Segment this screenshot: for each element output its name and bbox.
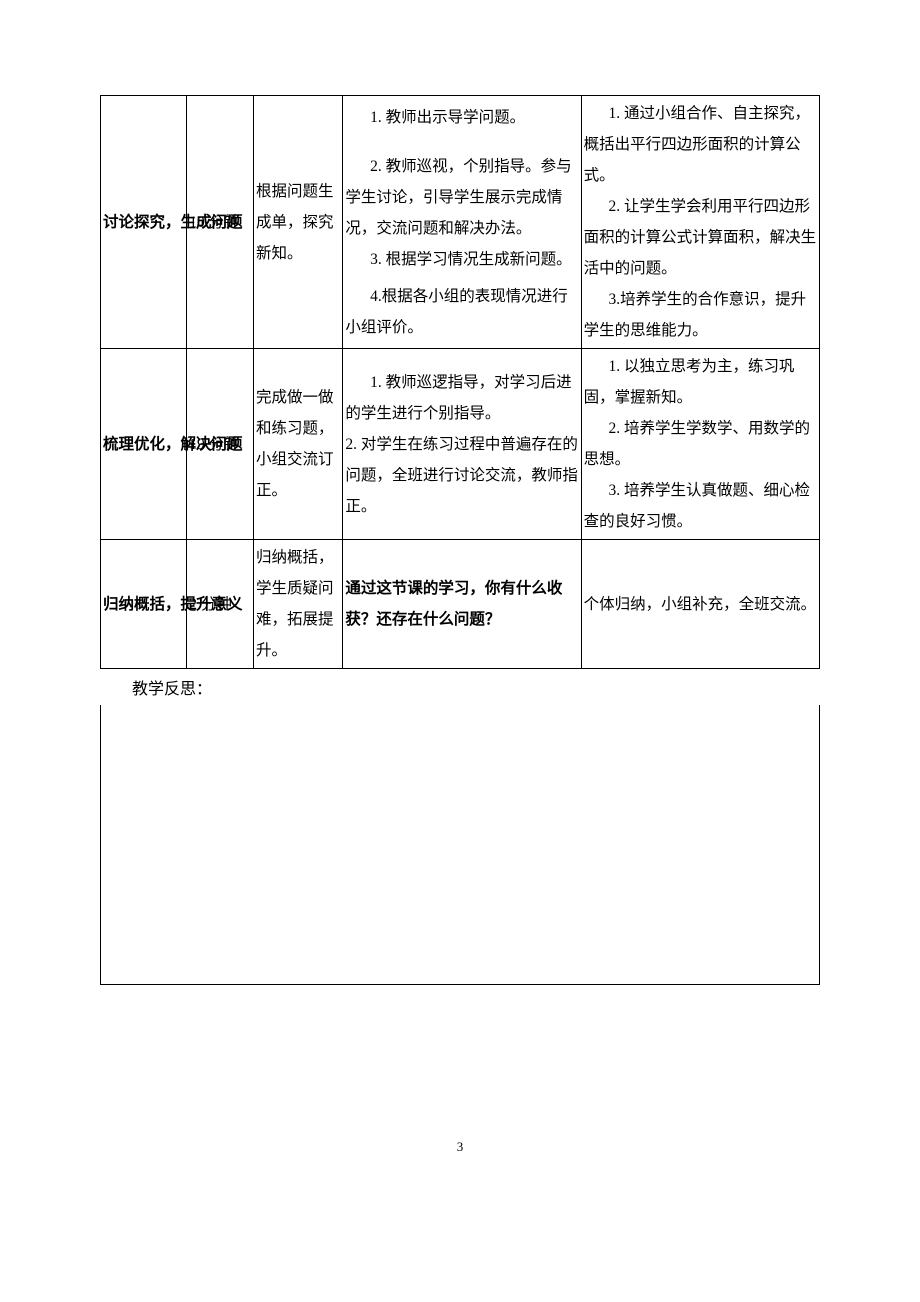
student-activity-cell: 完成做一做和练习题，小组交流订正。 — [254, 349, 343, 540]
teacher-item: 2. 对学生在练习过程中普遍存在的问题，全班进行讨论交流，教师指正。 — [345, 429, 578, 522]
student-activity-cell: 归纳概括，学生质疑问难，拓展提升。 — [254, 540, 343, 669]
table-row: 梳理优化，解决问题 19 分钟 完成做一做和练习题，小组交流订正。 1. 教师巡… — [101, 349, 820, 540]
student-activity-text: 完成做一做和练习题，小组交流订正。 — [256, 389, 334, 499]
lesson-plan-table: 讨论探究，生成问题 10 分钟 根据问题生成单，探究新知。 1. 教师出示导学问… — [100, 95, 820, 669]
goal-item: 3.培养学生的合作意识，提升学生的思维能力。 — [584, 284, 817, 346]
stage-cell: 归纳概括，提升意义 — [101, 540, 187, 669]
stage-cell: 讨论探究，生成问题 — [101, 96, 187, 349]
stage-cell: 梳理优化，解决问题 — [101, 349, 187, 540]
goal-cell: 1. 以独立思考为主，练习巩固，掌握新知。 2. 培养学生学数学、用数学的思想。… — [581, 349, 819, 540]
time-text: 10 分钟 — [189, 214, 239, 231]
goal-item: 2. 培养学生学数学、用数学的思想。 — [584, 413, 817, 475]
time-cell: 19 分钟 — [187, 349, 254, 540]
teacher-activity-cell: 1. 教师巡逻指导，对学习后进的学生进行个别指导。 2. 对学生在练习过程中普遍… — [343, 349, 581, 540]
time-cell: 10 分钟 — [187, 96, 254, 349]
student-activity-cell: 根据问题生成单，探究新知。 — [254, 96, 343, 349]
teacher-bold-text: 通过这节课的学习，你有什么收获？还存在什么问题？ — [345, 580, 562, 628]
goal-item: 2. 让学生学会利用平行四边形面积的计算公式计算面积，解决生活中的问题。 — [584, 191, 817, 284]
goal-item: 3. 培养学生认真做题、细心检查的良好习惯。 — [584, 475, 817, 537]
table-row: 归纳概括，提升意义 2 分钟 归纳概括，学生质疑问难，拓展提升。 通过这节课的学… — [101, 540, 820, 669]
time-text: 2 分钟 — [189, 596, 232, 613]
teacher-item: 3. 根据学习情况生成新问题。 — [345, 244, 578, 275]
reflection-label: 教学反思： — [100, 669, 820, 705]
goal-item: 1. 通过小组合作、自主探究，概括出平行四边形面积的计算公式。 — [584, 98, 817, 191]
goal-cell: 个体归纳，小组补充，全班交流。 — [581, 540, 819, 669]
teacher-activity-cell: 通过这节课的学习，你有什么收获？还存在什么问题？ — [343, 540, 581, 669]
teacher-item: 1. 教师出示导学问题。 — [345, 102, 578, 133]
goal-item: 1. 以独立思考为主，练习巩固，掌握新知。 — [584, 351, 817, 413]
teacher-activity-cell: 1. 教师出示导学问题。 2. 教师巡视，个别指导。参与学生讨论，引导学生展示完… — [343, 96, 581, 349]
time-text: 19 分钟 — [189, 436, 239, 453]
teacher-item: 2. 教师巡视，个别指导。参与学生讨论，引导学生展示完成情况，交流问题和解决办法… — [345, 151, 578, 244]
student-activity-text: 根据问题生成单，探究新知。 — [256, 183, 334, 262]
student-activity-text: 归纳概括，学生质疑问难，拓展提升。 — [256, 549, 334, 659]
teacher-item: 1. 教师巡逻指导，对学习后进的学生进行个别指导。 — [345, 367, 578, 429]
time-cell: 2 分钟 — [187, 540, 254, 669]
reflection-box — [100, 705, 820, 985]
teacher-item: 4.根据各小组的表现情况进行小组评价。 — [345, 281, 578, 343]
goal-text: 个体归纳，小组补充，全班交流。 — [584, 596, 817, 613]
page-number: 3 — [100, 1135, 820, 1160]
table-row: 讨论探究，生成问题 10 分钟 根据问题生成单，探究新知。 1. 教师出示导学问… — [101, 96, 820, 349]
goal-cell: 1. 通过小组合作、自主探究，概括出平行四边形面积的计算公式。 2. 让学生学会… — [581, 96, 819, 349]
